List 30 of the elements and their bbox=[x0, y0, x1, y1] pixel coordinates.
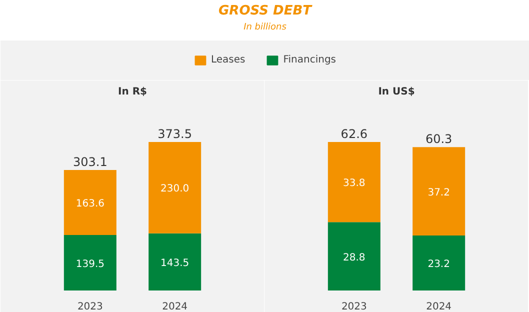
data-label: 28.8 bbox=[343, 252, 366, 264]
total-label: 62.6 bbox=[340, 126, 368, 141]
bar bbox=[148, 142, 202, 234]
x-axis-title: In US$ bbox=[378, 86, 415, 98]
bar bbox=[412, 147, 466, 236]
x-axis-title: In R$ bbox=[118, 86, 148, 98]
total-label: 373.5 bbox=[158, 126, 192, 141]
data-label: 23.2 bbox=[428, 258, 450, 270]
legend-label: Leases bbox=[210, 54, 246, 66]
x-tick-label: 2024 bbox=[426, 302, 452, 312]
x-tick-label: 2023 bbox=[77, 302, 103, 312]
bar bbox=[328, 222, 380, 290]
data-label: 37.2 bbox=[428, 187, 450, 198]
total-label: 60.3 bbox=[425, 132, 452, 146]
bar bbox=[328, 142, 380, 222]
bar bbox=[148, 233, 202, 290]
data-label: 33.8 bbox=[343, 178, 366, 190]
data-label: 139.5 bbox=[76, 258, 104, 270]
bar bbox=[64, 170, 116, 236]
bar bbox=[412, 235, 466, 290]
x-tick-label: 2023 bbox=[341, 302, 367, 312]
total-label: 303.1 bbox=[72, 154, 108, 169]
bar bbox=[64, 235, 116, 290]
legend-label: Financings bbox=[283, 54, 336, 66]
data-label: 230.0 bbox=[160, 184, 190, 195]
data-label: 163.6 bbox=[76, 198, 104, 210]
chart-title: GROSS DEBT bbox=[218, 4, 313, 18]
data-label: 143.5 bbox=[160, 258, 190, 269]
x-tick-label: 2024 bbox=[162, 302, 188, 312]
chart-subtitle: In billions bbox=[244, 22, 287, 32]
